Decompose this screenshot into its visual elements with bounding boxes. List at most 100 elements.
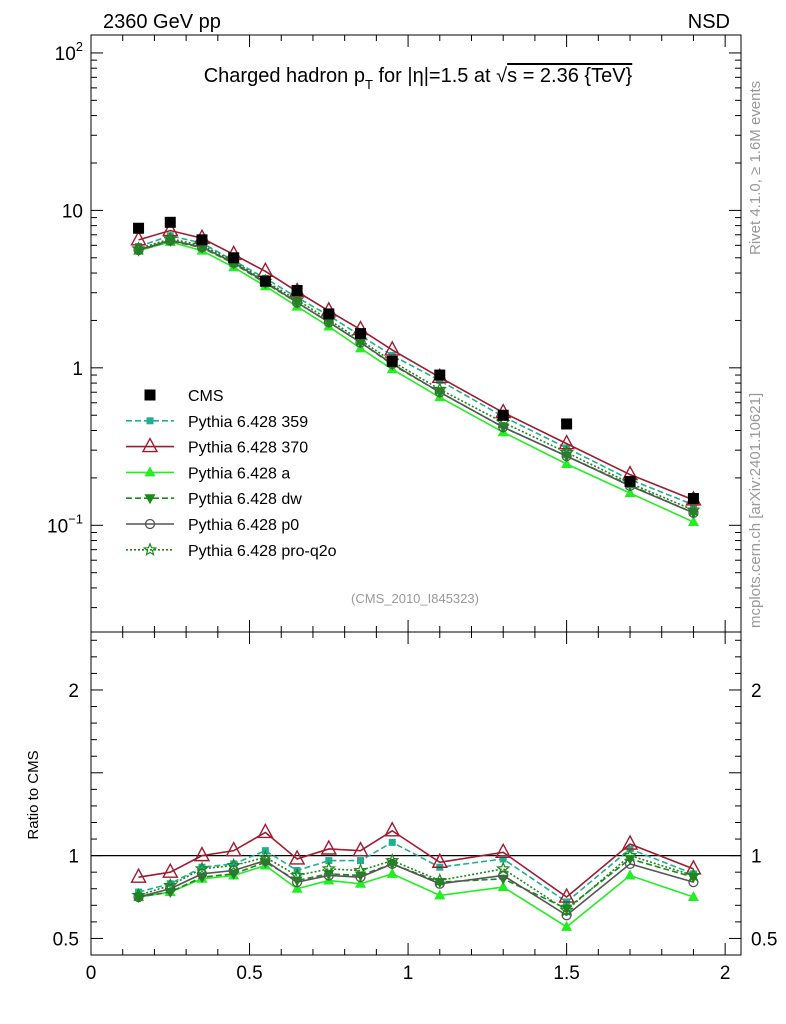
series-2-ratio [133,859,699,931]
series-4-point [688,507,699,518]
cms-point [434,369,446,381]
legend-marker [144,518,156,530]
series-5-ratio-point [226,857,241,872]
series-1-ratio-line [138,829,694,899]
series-4-point [498,422,509,433]
series-5-ratio-point [495,861,511,876]
legend-marker [146,417,154,425]
series-0-ratio-point [198,863,206,871]
cms-point [196,234,208,246]
x-tick-label: 1.5 [553,963,579,984]
series-1-ratio-point [384,821,401,837]
series-1-main [130,221,702,506]
series-1-point [558,434,575,450]
legend-marker [144,466,156,477]
series-5-ratio-line [138,854,694,912]
series-5-ratio-point [432,872,448,887]
series-5-ratio-point [622,847,638,862]
cms-point [355,328,367,340]
y-tick-label: 102 [55,39,83,65]
series-0-ratio-point [388,838,396,846]
series-5-ratio-point [686,867,701,882]
header-left: 2360 GeV pp [103,11,221,33]
y-tick-label: 1 [72,359,83,380]
cms-point [386,355,398,367]
legend-entry: CMS [144,388,224,405]
cms-point [133,222,145,234]
series-4-ratio-point [434,878,445,889]
series-1-ratio-point [495,842,512,859]
series-2-ratio-line [138,864,694,928]
series-1-ratio-point [162,862,179,878]
series-4-ratio-point [561,910,572,921]
series-4-line [138,239,694,514]
series-2-ratio-point [687,891,699,902]
ratio-tick-label-right: 2 [751,681,762,702]
series-5-line [138,237,694,511]
rivet-label: Rivet 4.1.0, ≥ 1.6M events [747,81,764,255]
series-4-ratio-point [260,855,271,866]
cms-point [497,409,509,421]
cms-point [624,475,636,487]
legend-marker [141,437,159,453]
series-5-ratio-point [162,877,178,892]
series-5-ratio [131,847,701,917]
cms-point [164,216,176,228]
legend-label: Pythia 6.428 pro-q2o [188,543,337,560]
cms-data [133,216,699,504]
series-2-line [138,241,694,523]
legend-label: Pythia 6.428 359 [188,414,308,431]
legend-entry: Pythia 6.428 p0 [126,517,299,534]
legend-entry: Pythia 6.428 pro-q2o [126,542,337,560]
cms-point [323,308,335,320]
series-3-ratio-line [138,858,694,910]
legend-label: Pythia 6.428 370 [188,440,308,457]
series-0-line [138,234,694,506]
series-5-point [686,502,701,517]
legend-label: Pythia 6.428 dw [188,491,302,508]
series-2-ratio-point [561,920,573,931]
series-2-main [133,235,699,526]
cms-point [687,492,699,504]
y-tick-label: 10 [62,201,83,222]
legend-entry: Pythia 6.428 370 [126,437,308,457]
legend-marker [144,389,156,401]
series-5-ratio-point [384,852,400,867]
series-5-point [162,231,178,245]
x-tick-label: 0 [86,963,97,984]
mcplots-label: mcplots.cern.ch [arXiv:2401.10621] [747,393,764,628]
legend-entry: Pythia 6.428 359 [126,414,308,431]
series-5-ratio-point [289,867,305,882]
ratio-tick-label-right: 0.5 [751,929,777,950]
series-0-ratio-point [357,857,365,865]
ratio-tick-label: 1 [68,847,79,868]
series-1-ratio-point [130,867,147,883]
series-0-ratio-point [499,855,507,863]
series-1-ratio-point [225,841,242,857]
series-5-ratio-point [353,862,368,877]
series-4-point [133,244,144,256]
series-3-ratio-point [561,904,573,915]
legend-label: CMS [188,388,224,405]
ratio-frame [90,631,742,956]
series-5-point [432,381,448,396]
ratio-tick-label: 0.5 [53,929,79,950]
series-1-ratio [130,821,702,903]
x-tick-label: 2 [720,963,731,984]
series-5-point [289,292,305,307]
series-0-ratio-point [230,860,238,868]
series-5-point [131,241,146,256]
cms-point [561,418,573,430]
series-2-ratio-point [434,889,446,900]
series-4-ratio-point [624,858,636,870]
cms-point [228,252,240,264]
legend-marker [142,542,158,556]
series-2-ratio-point [355,877,367,888]
series-4-ratio-line [138,859,694,917]
ratio-tick-label: 2 [68,681,79,702]
series-5-ratio-point [194,861,210,876]
legend-label: Pythia 6.428 p0 [188,517,299,534]
legend-label: Pythia 6.428 a [188,465,290,482]
cms-point [259,275,271,287]
